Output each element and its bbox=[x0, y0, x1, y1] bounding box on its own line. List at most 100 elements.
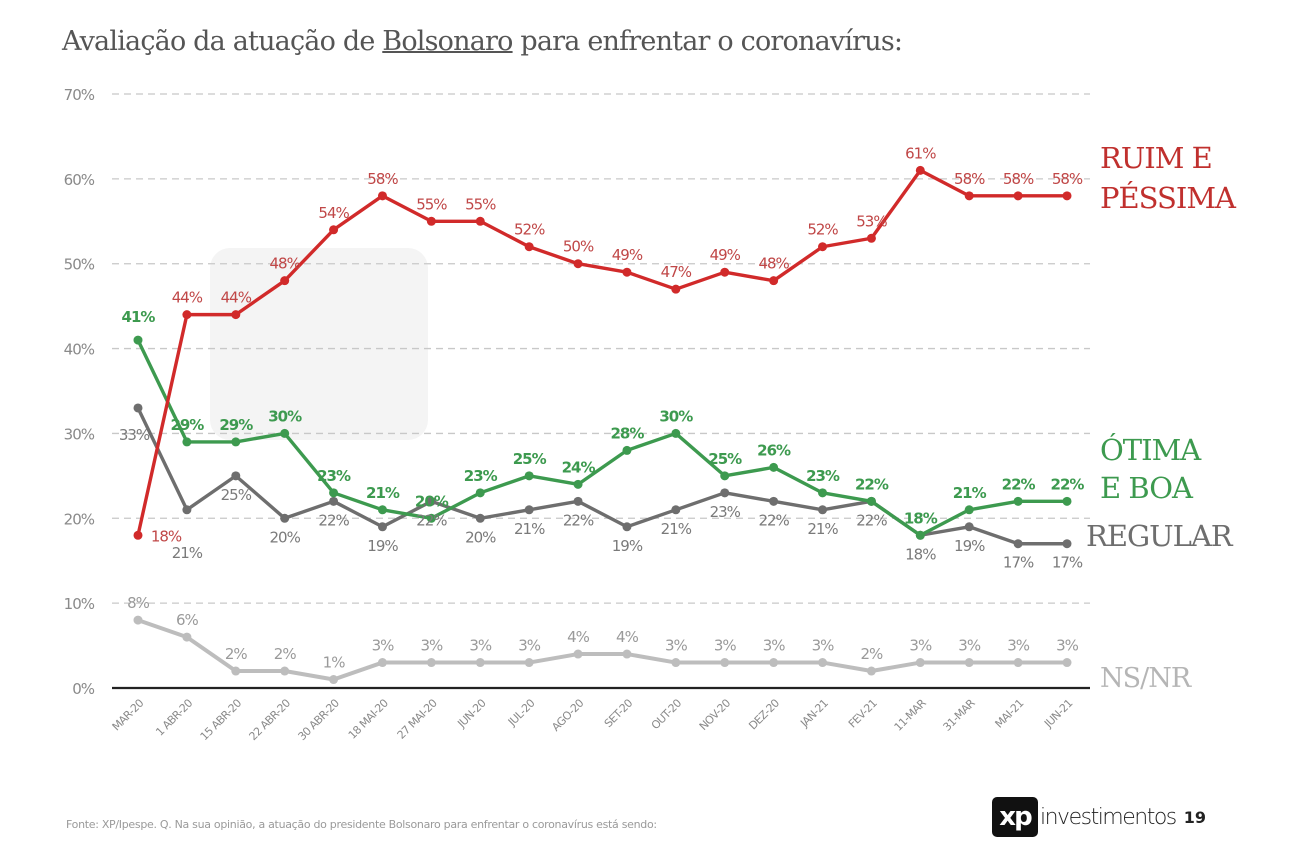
data-label: 41% bbox=[122, 308, 156, 326]
data-label: 22% bbox=[318, 511, 349, 529]
data-point bbox=[182, 632, 192, 642]
data-point bbox=[866, 496, 876, 506]
data-label: 26% bbox=[757, 441, 791, 459]
x-axis: MAR-20 1 ABR-20 15 ABR-20 22 ABR-20 30 ABR-2… bbox=[110, 686, 1090, 744]
data-point bbox=[426, 496, 436, 506]
title-text-pre: Avaliação da atuação de bbox=[62, 26, 383, 57]
data-point bbox=[622, 267, 632, 277]
x-tick-label: SET-20 bbox=[602, 697, 636, 731]
data-label: 23% bbox=[317, 467, 351, 485]
data-label: 3% bbox=[1007, 637, 1030, 655]
data-label: 52% bbox=[514, 221, 545, 239]
data-point bbox=[1062, 496, 1072, 506]
data-point bbox=[1062, 658, 1072, 668]
data-label: 28% bbox=[610, 424, 644, 442]
data-point bbox=[133, 403, 143, 413]
data-label: 21% bbox=[366, 484, 400, 502]
series-label: REGULAR bbox=[1086, 519, 1234, 553]
data-label: 22% bbox=[856, 511, 887, 529]
data-point bbox=[280, 513, 290, 523]
data-point bbox=[377, 191, 387, 201]
data-point bbox=[133, 615, 143, 625]
data-point bbox=[964, 505, 974, 515]
data-label: 3% bbox=[1056, 637, 1079, 655]
data-label: 4% bbox=[567, 628, 590, 646]
data-label: 48% bbox=[270, 255, 301, 273]
data-point bbox=[524, 242, 534, 252]
series-label: ÓTIMA bbox=[1100, 432, 1202, 467]
series-line bbox=[136, 168, 1067, 536]
y-tick-label: 50% bbox=[64, 256, 95, 274]
data-point bbox=[377, 658, 387, 668]
data-label: 3% bbox=[518, 637, 541, 655]
x-tick-label: 31-MAR bbox=[941, 696, 978, 733]
data-label: 55% bbox=[416, 195, 447, 213]
x-tick-label: 11-MAR bbox=[892, 696, 929, 733]
series-line bbox=[136, 339, 1067, 537]
data-label: 58% bbox=[954, 170, 985, 188]
data-label: 61% bbox=[905, 144, 936, 162]
data-point bbox=[964, 522, 974, 532]
data-label: 30% bbox=[268, 407, 302, 425]
data-label: 23% bbox=[464, 467, 498, 485]
x-tick-label: JAN-21 bbox=[797, 697, 830, 730]
data-label: 47% bbox=[661, 263, 692, 281]
data-label: 48% bbox=[758, 255, 789, 273]
data-point bbox=[671, 284, 681, 294]
chart-title: Avaliação da atuação de Bolsonaro para e… bbox=[62, 26, 903, 57]
x-tick-label: NOV-20 bbox=[697, 697, 733, 733]
data-label: 22% bbox=[1002, 475, 1036, 493]
source-footnote: Fonte: XP/Ipespe. Q. Na sua opinião, a a… bbox=[66, 818, 657, 831]
data-point bbox=[231, 310, 241, 320]
data-point bbox=[818, 488, 828, 498]
x-tick-label: OUT-20 bbox=[649, 697, 685, 733]
data-point bbox=[475, 513, 485, 523]
series--tima-e-boa bbox=[133, 335, 1072, 540]
data-point bbox=[329, 225, 339, 235]
y-axis-ticks: 0% 10% 20% 30% 40% 50% 60% 70% bbox=[64, 86, 96, 698]
data-point bbox=[329, 488, 339, 498]
data-label: 18% bbox=[905, 545, 936, 563]
data-label: 22% bbox=[1051, 475, 1085, 493]
data-label: 50% bbox=[563, 238, 594, 256]
series-group bbox=[133, 165, 1072, 685]
x-tick-label: FEV-21 bbox=[846, 697, 880, 731]
data-point bbox=[769, 462, 779, 472]
data-label: 2% bbox=[861, 645, 884, 663]
data-point bbox=[720, 471, 730, 481]
data-label: 3% bbox=[372, 637, 395, 655]
data-point bbox=[182, 505, 192, 515]
data-label: 17% bbox=[1003, 554, 1034, 572]
x-tick-label: 18 MAI-20 bbox=[346, 697, 391, 742]
data-point bbox=[769, 276, 779, 286]
data-label: 2% bbox=[225, 645, 248, 663]
data-point bbox=[524, 471, 534, 481]
series-ns-nr bbox=[133, 615, 1072, 685]
data-point bbox=[866, 233, 876, 243]
data-label: 4% bbox=[616, 628, 639, 646]
data-label: 23% bbox=[710, 503, 741, 521]
x-tick-label: MAR-20 bbox=[110, 697, 147, 734]
data-point bbox=[622, 522, 632, 532]
data-point bbox=[475, 658, 485, 668]
data-label: 22% bbox=[563, 511, 594, 529]
data-label: 3% bbox=[420, 637, 443, 655]
data-label: 1% bbox=[323, 654, 346, 672]
data-label: 29% bbox=[219, 416, 253, 434]
data-point bbox=[280, 276, 290, 286]
data-point bbox=[231, 666, 241, 676]
data-point bbox=[426, 513, 436, 523]
data-label: 55% bbox=[465, 195, 496, 213]
data-label: 20% bbox=[415, 492, 449, 510]
data-point bbox=[329, 496, 339, 506]
x-tick-label: 15 ABR-20 bbox=[198, 697, 245, 744]
x-tick-label: MAI-21 bbox=[993, 697, 1027, 731]
data-point bbox=[573, 649, 583, 659]
brand-logo: xp investimentos 19 bbox=[992, 797, 1206, 837]
data-point bbox=[573, 496, 583, 506]
grid-lines bbox=[112, 93, 1090, 604]
data-label: 8% bbox=[127, 594, 150, 612]
y-tick-label: 20% bbox=[64, 510, 95, 528]
y-tick-label: 40% bbox=[64, 341, 95, 359]
